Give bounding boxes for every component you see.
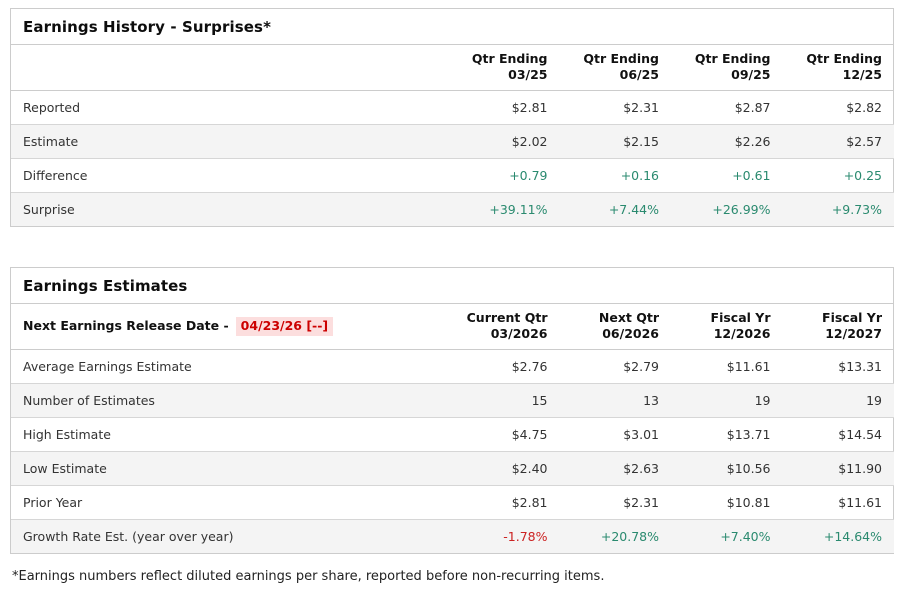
column-header-line2: 03/2026: [490, 326, 548, 342]
cell-value: 19: [671, 383, 783, 418]
column-header-line1: Next Qtr: [598, 310, 659, 325]
column-header-line1: Fiscal Yr: [822, 310, 882, 325]
column-header-line2: 06/25: [619, 67, 659, 83]
cell-value: $2.40: [448, 451, 560, 486]
cell-value: $2.02: [448, 124, 560, 159]
row-label: Average Earnings Estimate: [11, 349, 448, 384]
cell-value: $2.81: [448, 90, 560, 125]
cell-value: +9.73%: [831, 201, 882, 217]
column-header-fiscal-yr-2026: Fiscal Yr 12/2026: [671, 304, 783, 350]
cell-value: +0.16: [559, 158, 671, 193]
table-row-prior-year: Prior Year $2.81 $2.31 $10.81 $11.61: [11, 485, 894, 520]
earnings-footnote: *Earnings numbers reflect diluted earnin…: [12, 569, 605, 584]
earnings-history-header-row: Qtr Ending 03/25 Qtr Ending 06/25 Qtr En…: [11, 45, 894, 91]
cell-value: $4.75: [448, 417, 560, 452]
earnings-history-table: Qtr Ending 03/25 Qtr Ending 06/25 Qtr En…: [11, 45, 894, 226]
cell-value: $11.90: [782, 451, 894, 486]
cell-value: 19: [782, 383, 894, 418]
next-earnings-release-cell: Next Earnings Release Date - 04/23/26 [-…: [11, 304, 448, 350]
cell-value: $3.01: [559, 417, 671, 452]
row-label: Prior Year: [11, 485, 448, 520]
cell-value: 15: [448, 383, 560, 418]
column-header-qtr-0625: Qtr Ending 06/25: [559, 45, 671, 91]
cell-value: $2.26: [671, 124, 783, 159]
next-earnings-release-label: Next Earnings Release Date -: [23, 318, 229, 334]
cell-value: 13: [559, 383, 671, 418]
column-header-line1: Fiscal Yr: [710, 310, 771, 325]
cell-value: +20.78%: [600, 528, 659, 544]
column-header-fiscal-yr-2027: Fiscal Yr 12/2027: [782, 304, 894, 350]
cell-value: +0.25: [782, 158, 894, 193]
earnings-estimates-header-row: Next Earnings Release Date - 04/23/26 [-…: [11, 304, 894, 350]
table-row-high-estimate: High Estimate $4.75 $3.01 $13.71 $14.54: [11, 417, 894, 452]
cell-value: $2.63: [559, 451, 671, 486]
cell-value: $13.71: [671, 417, 783, 452]
table-row-average-earnings-estimate: Average Earnings Estimate $2.76 $2.79 $1…: [11, 349, 894, 384]
row-label: Number of Estimates: [11, 383, 448, 418]
column-header-line1: Qtr Ending: [806, 51, 882, 66]
cell-value: $2.81: [448, 485, 560, 520]
cell-value: $2.76: [448, 349, 560, 384]
earnings-estimates-panel: Earnings Estimates Next Earnings Release…: [10, 267, 894, 554]
cell-value: +39.11%: [489, 201, 548, 217]
cell-value: +14.64%: [823, 528, 882, 544]
column-header-line2: 03/25: [508, 67, 548, 83]
cell-value: $10.81: [671, 485, 783, 520]
earnings-estimates-table: Next Earnings Release Date - 04/23/26 [-…: [11, 304, 894, 553]
column-header-line1: Qtr Ending: [583, 51, 659, 66]
cell-value: $11.61: [671, 349, 783, 384]
cell-value: +7.40%: [720, 528, 771, 544]
cell-value: $2.15: [559, 124, 671, 159]
cell-value: +7.44%: [608, 201, 659, 217]
cell-value: $14.54: [782, 417, 894, 452]
column-header-current-qtr: Current Qtr 03/2026: [448, 304, 560, 350]
earnings-estimates-title: Earnings Estimates: [11, 268, 893, 304]
cell-value: $13.31: [782, 349, 894, 384]
column-header-qtr-0325: Qtr Ending 03/25: [448, 45, 560, 91]
table-row-number-of-estimates: Number of Estimates 15 13 19 19: [11, 383, 894, 418]
column-header-line2: 12/25: [842, 67, 882, 83]
row-label: Estimate: [11, 124, 448, 159]
earnings-history-header-spacer: [11, 45, 448, 91]
column-header-line2: 12/2027: [825, 326, 882, 342]
row-label: Surprise: [23, 201, 75, 217]
column-header-line1: Qtr Ending: [471, 51, 548, 66]
table-row-reported: Reported $2.81 $2.31 $2.87 $2.82: [11, 90, 894, 125]
row-label: Growth Rate Est. (year over year): [23, 528, 234, 544]
cell-value: $2.57: [782, 124, 894, 159]
cell-value: $10.56: [671, 451, 783, 486]
cell-value: $11.61: [782, 485, 894, 520]
row-label: Reported: [11, 90, 448, 125]
column-header-qtr-0925: Qtr Ending 09/25: [671, 45, 783, 91]
column-header-qtr-1225: Qtr Ending 12/25: [782, 45, 894, 91]
earnings-history-panel: Earnings History - Surprises* Qtr Ending…: [10, 8, 894, 227]
column-header-line2: 12/2026: [713, 326, 771, 342]
column-header-line1: Qtr Ending: [694, 51, 771, 66]
table-row-difference: Difference +0.79 +0.16 +0.61 +0.25: [11, 158, 894, 193]
table-row-estimate: Estimate $2.02 $2.15 $2.26 $2.57: [11, 124, 894, 159]
row-label: High Estimate: [11, 417, 448, 452]
earnings-history-title: Earnings History - Surprises*: [11, 9, 893, 45]
cell-value: $2.31: [559, 90, 671, 125]
row-label: Difference: [11, 158, 448, 193]
table-row-low-estimate: Low Estimate $2.40 $2.63 $10.56 $11.90: [11, 451, 894, 486]
cell-value: $2.82: [782, 90, 894, 125]
cell-value: $2.79: [559, 349, 671, 384]
column-header-line2: 06/2026: [602, 326, 659, 342]
cell-value: -1.78%: [503, 528, 548, 544]
cell-value: +0.61: [671, 158, 783, 193]
table-row-surprise: Surprise +39.11% +7.44% +26.99% +9.73%: [11, 192, 894, 226]
row-label: Low Estimate: [11, 451, 448, 486]
cell-value: $2.87: [671, 90, 783, 125]
column-header-line1: Current Qtr: [466, 310, 548, 325]
cell-value: +26.99%: [712, 201, 771, 217]
column-header-line2: 09/25: [731, 67, 771, 83]
next-earnings-release-date[interactable]: 04/23/26 [--]: [235, 316, 334, 336]
table-row-growth-rate-est: Growth Rate Est. (year over year) -1.78%…: [11, 519, 894, 553]
cell-value: +0.79: [448, 158, 560, 193]
cell-value: $2.31: [559, 485, 671, 520]
column-header-next-qtr: Next Qtr 06/2026: [559, 304, 671, 350]
